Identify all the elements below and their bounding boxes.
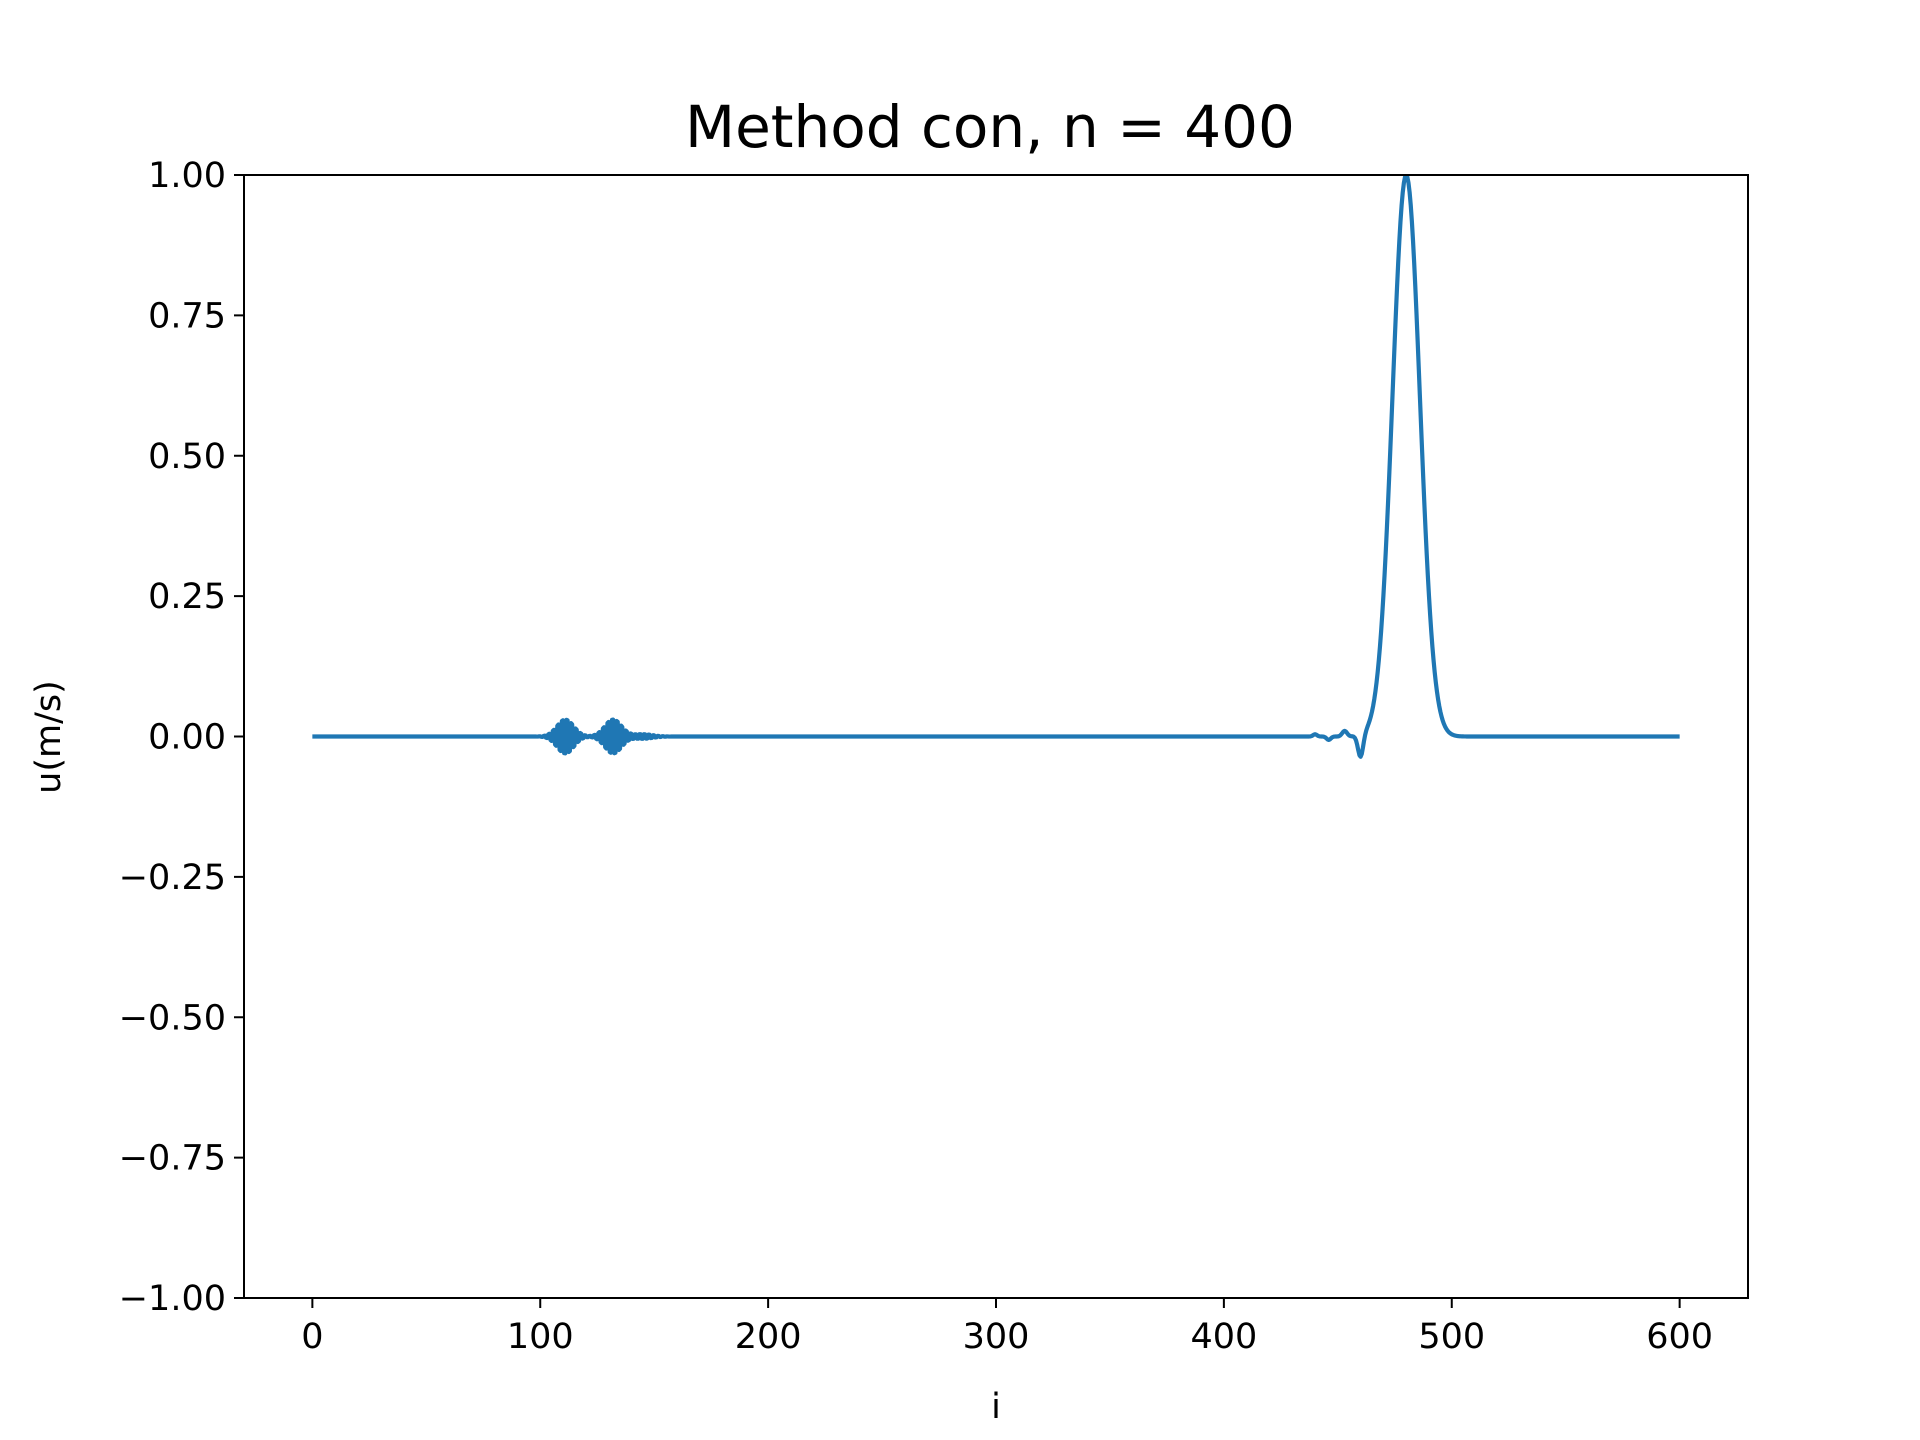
y-tick-label: 0.75 xyxy=(148,296,226,336)
y-tick-label: −0.75 xyxy=(119,1139,226,1179)
y-tick-label: −1.00 xyxy=(119,1279,226,1319)
x-axis-label: i xyxy=(991,1387,1001,1427)
x-tick-label: 100 xyxy=(507,1317,574,1357)
y-axis-ticks: 1.00 0.75 0.50 0.25 0.00 −0.25 −0.50 −0.75 −1.00 xyxy=(119,156,244,1319)
chart-title: Method con, n = 400 xyxy=(685,93,1295,161)
x-tick-label: 500 xyxy=(1418,1317,1485,1357)
x-tick-label: 0 xyxy=(301,1317,323,1357)
x-tick-label: 600 xyxy=(1646,1317,1713,1357)
x-axis-ticks: 0 100 200 300 400 500 600 xyxy=(301,1298,1713,1357)
x-tick-label: 300 xyxy=(963,1317,1030,1357)
y-tick-label: 0.50 xyxy=(148,437,226,477)
y-tick-label: 0.25 xyxy=(148,577,226,617)
y-tick-label: 0.00 xyxy=(148,718,226,758)
y-axis-label: u(m/s) xyxy=(29,680,69,794)
y-tick-label: −0.50 xyxy=(119,998,226,1038)
x-tick-label: 200 xyxy=(735,1317,802,1357)
plot-area xyxy=(311,175,1681,759)
x-tick-label: 400 xyxy=(1190,1317,1257,1357)
series-line-u xyxy=(311,175,1681,759)
y-tick-label: 1.00 xyxy=(148,156,226,196)
y-tick-label: −0.25 xyxy=(119,858,226,898)
